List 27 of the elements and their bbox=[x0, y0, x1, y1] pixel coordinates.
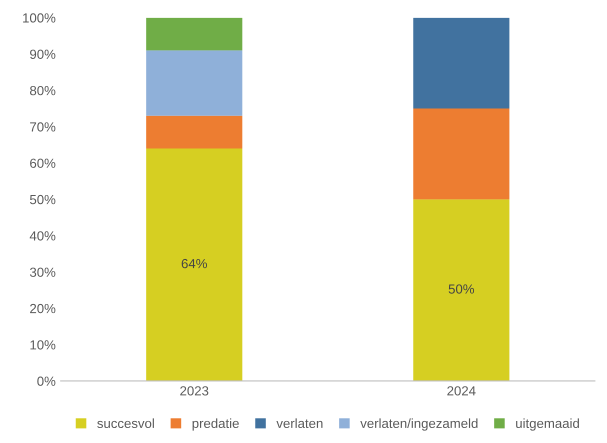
legend-label: uitgemaaid bbox=[516, 418, 579, 431]
y-tick-label: 10% bbox=[30, 340, 56, 350]
bar bbox=[413, 199, 510, 381]
x-tick-label: 2023 bbox=[180, 386, 208, 396]
legend-label: verlaten bbox=[276, 418, 322, 428]
bar bbox=[146, 148, 242, 381]
legend-label: predatie bbox=[192, 418, 239, 431]
data-label: 64% bbox=[182, 258, 207, 268]
legend-label: verlaten/ingezameld bbox=[360, 418, 478, 431]
data-label: 50% bbox=[448, 284, 474, 294]
y-tick-label: 100% bbox=[23, 13, 56, 23]
y-tick-label: 40% bbox=[30, 231, 56, 241]
y-tick-label: 0% bbox=[37, 376, 56, 386]
y-tick-label: 30% bbox=[30, 268, 56, 277]
y-tick-label: 20% bbox=[30, 304, 56, 314]
y-tick-label: 70% bbox=[30, 122, 56, 132]
bar bbox=[413, 108, 510, 200]
bar bbox=[413, 18, 510, 109]
bar bbox=[146, 18, 242, 50]
legend-label: succesvol bbox=[97, 418, 154, 428]
y-tick-label: 60% bbox=[30, 158, 56, 168]
y-tick-label: 50% bbox=[30, 194, 56, 204]
bar bbox=[146, 116, 242, 148]
x-tick-label: 2024 bbox=[447, 386, 476, 396]
bar bbox=[146, 50, 242, 116]
y-tick-label: 90% bbox=[30, 50, 56, 59]
y-tick-label: 80% bbox=[30, 86, 56, 96]
